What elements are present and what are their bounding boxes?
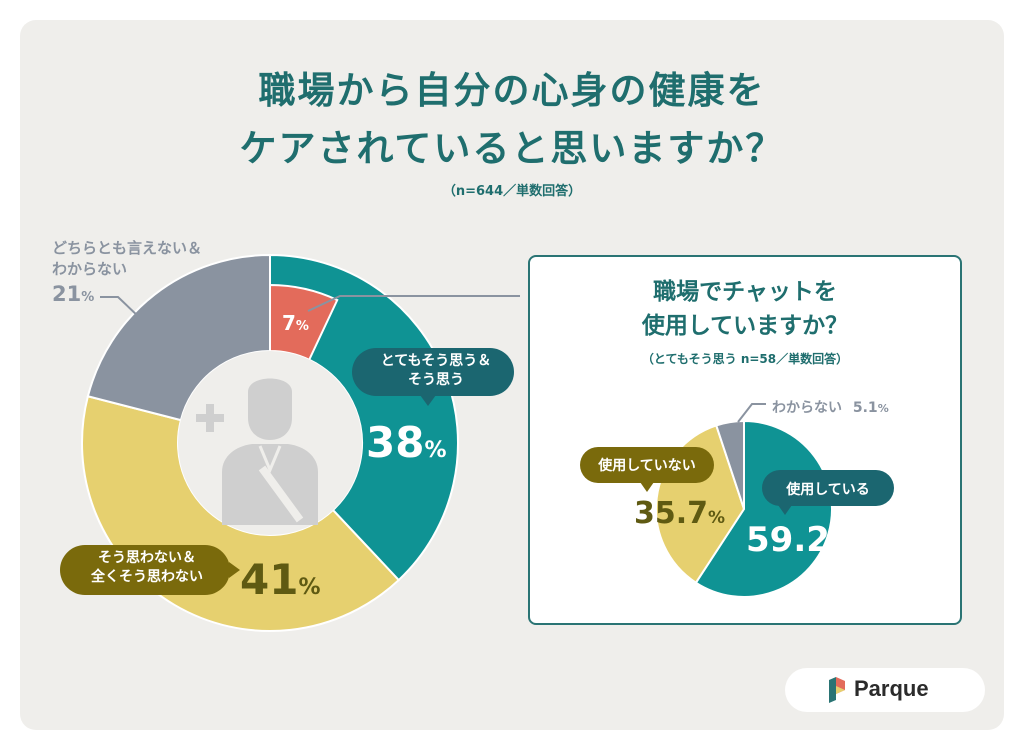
- badge-disagree-text: そう思わない＆ 全くそう思わない: [66, 549, 228, 587]
- brand-badge: [785, 668, 985, 712]
- badge-agree-line1: とてもそう思う＆: [380, 353, 492, 369]
- unit-neutral: %: [81, 290, 95, 305]
- leader-neutral: [100, 296, 141, 319]
- badge-disagree: [60, 545, 230, 595]
- inset-badge-notuse: [580, 447, 714, 483]
- value-agree-number: 38: [366, 418, 425, 467]
- inset-leader-unknown: [737, 403, 766, 423]
- value-disagree: 41%: [240, 555, 321, 604]
- inset-value-unknown: 5.1: [852, 400, 878, 416]
- inset-title-line2: 使用していますか？: [641, 313, 849, 339]
- value-disagree-number: 41: [240, 555, 299, 604]
- badge-disagree-line2: 全くそう思わない: [91, 569, 203, 585]
- inset-subtitle: （とてもそう思う n=58／単数回答）: [641, 352, 849, 366]
- value-neutral: 21: [52, 282, 82, 306]
- chart-subtitle: （n=644／単数回答）: [442, 184, 582, 199]
- chart-title-line1: 職場から自分の心身の健康を: [258, 69, 766, 112]
- person-with-plus-icon: [178, 351, 362, 535]
- inset-badge-notuse-text: 使用していない: [598, 458, 696, 474]
- badge-disagree-pointer: [229, 562, 240, 578]
- inset-badge-use: [762, 470, 894, 506]
- label-neutral-line1: どちらとも言えない＆: [52, 239, 203, 257]
- inset-value-notuse-number: 35.7: [634, 496, 709, 531]
- inset-title-line1: 職場でチャットを: [653, 279, 837, 305]
- inset-value-use-number: 59.2: [746, 520, 830, 560]
- inset-label-unknown: わからない 5.1%: [772, 397, 889, 417]
- inset-value-notuse: 35.7%: [634, 496, 725, 531]
- value-strong-agree-number: 7: [282, 311, 296, 335]
- inset-badge-notuse-pointer: [640, 482, 654, 492]
- value-strong-agree-unit: %: [295, 319, 309, 334]
- inset-unit-unknown: %: [877, 402, 889, 415]
- inset-pie-slice-2: [715, 419, 745, 510]
- inset-pie-slice-0: [694, 419, 833, 598]
- label-neutral: どちらとも言えない＆ わからない 21%: [52, 238, 202, 308]
- value-strong-agree: 7%: [282, 311, 309, 335]
- label-neutral-line2: わからない: [52, 260, 128, 278]
- badge-agree-pointer: [420, 395, 436, 406]
- badge-disagree-line1: そう思わない＆: [98, 550, 196, 566]
- value-agree-unit: %: [424, 438, 447, 463]
- inset-badge-use-text: 使用している: [786, 482, 870, 498]
- inset-value-notuse-unit: %: [708, 508, 726, 528]
- badge-agree-text: とてもそう思う＆ そう思う: [356, 352, 516, 390]
- chart-title-line2: ケアされていると思いますか？: [239, 127, 785, 170]
- inset-title: 職場でチャットを 使用していますか？: [528, 275, 962, 343]
- badge-agree: [352, 348, 514, 396]
- inset-label-unknown-text: わからない: [772, 400, 842, 416]
- brand-name: Parque: [854, 676, 929, 701]
- value-disagree-unit: %: [298, 575, 321, 600]
- value-agree: 38%: [366, 418, 447, 467]
- badge-agree-line2: そう思う: [408, 372, 464, 388]
- inset-badge-use-pointer: [778, 505, 792, 515]
- inset-value-use-unit: %: [829, 535, 848, 556]
- leader-inset: [307, 295, 520, 312]
- inset-value-use: 59.2%: [746, 520, 848, 560]
